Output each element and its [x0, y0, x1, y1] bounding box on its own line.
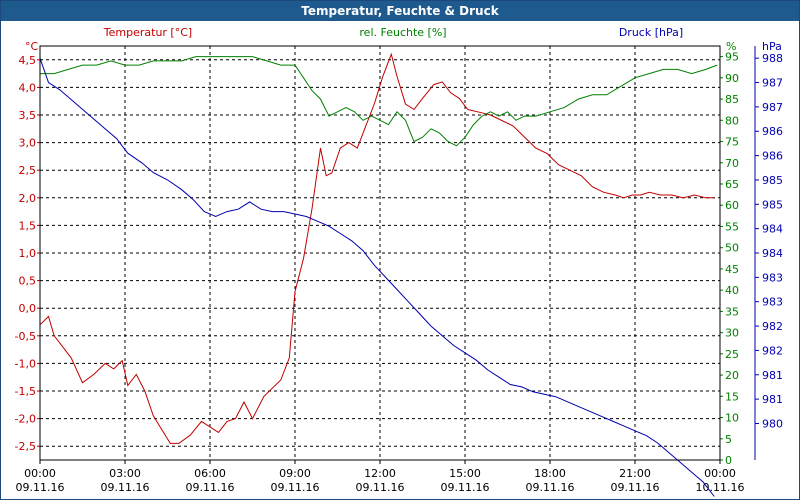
x-tick-date: 09.11.16 — [186, 481, 235, 494]
x-tick-time: 09:00 — [279, 467, 311, 480]
temperature-tick-label: -1,0 — [15, 357, 36, 370]
humidity-unit-label: % — [726, 40, 736, 53]
pressure-tick-label: 982 — [762, 320, 783, 333]
x-tick-time: 00:00 — [24, 467, 56, 480]
humidity-line — [40, 56, 718, 147]
temperature-line — [39, 52, 715, 444]
pressure-tick-label: 984 — [762, 223, 783, 236]
humidity-tick-label: 90 — [725, 72, 739, 85]
x-tick-date: 09.11.16 — [611, 481, 660, 494]
humidity-tick-label: 45 — [725, 263, 739, 276]
humidity-tick-label: 15 — [725, 390, 739, 403]
tick-labels: 00:0009.11.1603:0009.11.1606:0009.11.160… — [15, 46, 783, 494]
temperature-tick-label: 3,5 — [19, 109, 37, 122]
humidity-tick-label: 35 — [725, 305, 739, 318]
temperature-tick-label: -2,0 — [15, 413, 36, 426]
humidity-tick-label: 30 — [725, 327, 739, 340]
temperature-tick-label: 0,0 — [19, 302, 37, 315]
humidity-tick-label: 0 — [725, 454, 732, 467]
pressure-tick-label: 983 — [762, 271, 783, 284]
pressure-tick-label: 980 — [762, 417, 783, 430]
pressure-tick-label: 982 — [762, 344, 783, 357]
x-tick-time: 21:00 — [619, 467, 651, 480]
temperature-tick-label: 4,0 — [19, 81, 37, 94]
pressure-tick-label: 987 — [762, 101, 783, 114]
humidity-axis-label: rel. Feuchte [%] — [359, 26, 446, 39]
x-tick-time: 03:00 — [109, 467, 141, 480]
humidity-tick-label: 55 — [725, 220, 739, 233]
x-tick-date: 09.11.16 — [356, 481, 405, 494]
window-title: Temperatur, Feuchte & Druck — [1, 1, 799, 21]
x-tick-time: 06:00 — [194, 467, 226, 480]
x-tick-date: 09.11.16 — [271, 481, 320, 494]
x-tick-date: 09.11.16 — [441, 481, 490, 494]
x-tick-date: 09.11.16 — [526, 481, 575, 494]
chart: Temperatur [°C] rel. Feuchte [%] Druck [… — [15, 26, 783, 497]
x-tick-time: 18:00 — [534, 467, 566, 480]
temperature-tick-label: 4,5 — [19, 54, 37, 67]
x-tick-time: 00:00 — [704, 467, 736, 480]
humidity-tick-label: 40 — [725, 284, 739, 297]
pressure-tick-label: 985 — [762, 174, 783, 187]
humidity-tick-label: 20 — [725, 369, 739, 382]
humidity-tick-label: 75 — [725, 136, 739, 149]
series — [39, 52, 718, 497]
temperature-tick-label: 2,0 — [19, 192, 37, 205]
temperature-tick-label: 3,0 — [19, 137, 37, 150]
pressure-tick-label: 981 — [762, 369, 783, 382]
temperature-tick-label: -0,5 — [15, 330, 36, 343]
temperature-tick-label: -1,5 — [15, 385, 36, 398]
pressure-tick-label: 981 — [762, 393, 783, 406]
humidity-tick-label: 85 — [725, 93, 739, 106]
temperature-tick-label: -2,5 — [15, 440, 36, 453]
x-tick-date: 10.11.16 — [696, 481, 745, 494]
pressure-unit-label: hPa — [762, 40, 782, 53]
pressure-line — [39, 58, 715, 497]
humidity-tick-label: 60 — [725, 199, 739, 212]
pressure-axis-label: Druck [hPa] — [619, 26, 683, 39]
temperature-unit-label: °C — [25, 40, 39, 53]
x-tick-time: 12:00 — [364, 467, 396, 480]
pressure-tick-label: 988 — [762, 52, 783, 65]
temperature-tick-label: 1,0 — [19, 247, 37, 260]
grid — [40, 46, 720, 460]
humidity-tick-label: 80 — [725, 114, 739, 127]
temperature-axis-label: Temperatur [°C] — [103, 26, 192, 39]
pressure-tick-label: 987 — [762, 77, 783, 90]
pressure-tick-label: 985 — [762, 198, 783, 211]
humidity-tick-label: 10 — [725, 412, 739, 425]
pressure-tick-label: 984 — [762, 247, 783, 260]
humidity-tick-label: 50 — [725, 242, 739, 255]
humidity-tick-label: 70 — [725, 157, 739, 170]
humidity-tick-label: 65 — [725, 178, 739, 191]
pressure-tick-label: 986 — [762, 150, 783, 163]
pressure-tick-label: 983 — [762, 296, 783, 309]
temperature-tick-label: 2,5 — [19, 164, 37, 177]
x-tick-time: 15:00 — [449, 467, 481, 480]
humidity-tick-label: 5 — [725, 433, 732, 446]
temperature-tick-label: 0,5 — [19, 275, 37, 288]
humidity-tick-label: 95 — [725, 51, 739, 64]
pressure-tick-label: 986 — [762, 125, 783, 138]
humidity-tick-label: 25 — [725, 348, 739, 361]
x-tick-date: 09.11.16 — [101, 481, 150, 494]
temperature-tick-label: 1,5 — [19, 219, 37, 232]
x-tick-date: 09.11.16 — [16, 481, 65, 494]
plot-frame — [39, 45, 721, 461]
